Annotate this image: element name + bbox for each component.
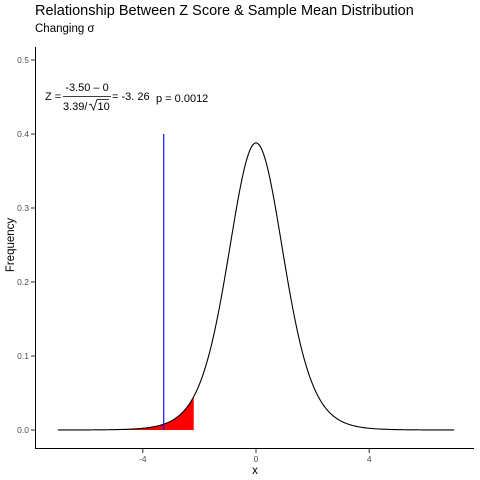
sqrt-sign [88, 99, 109, 112]
axis-ticks: -4 0 4 0.0 0.1 0.2 0.3 0.4 0.5 [17, 55, 372, 464]
x-tick-label: 0 [254, 454, 259, 464]
y-tick-label: 0.0 [17, 425, 29, 435]
formula-denominator: 3.39/ [63, 101, 88, 113]
x-tick-label: -4 [139, 454, 147, 464]
p-value-text: p = 0.0012 [156, 93, 208, 105]
y-tick-label: 0.1 [17, 351, 29, 361]
shaded-tail-area [57, 396, 194, 430]
x-axis-label: x [252, 465, 258, 477]
y-tick-label: 0.3 [17, 203, 29, 213]
z-formula-annotation: Z = -3.50 – 0 3.39/ 10 = -3. 26 p = 0.00… [45, 82, 208, 113]
y-tick-label: 0.4 [17, 129, 29, 139]
formula-denominator-root: 10 [98, 101, 110, 113]
y-axis-label: Frequency [5, 218, 17, 273]
y-tick-label: 0.2 [17, 277, 29, 287]
x-tick-label: 4 [367, 454, 372, 464]
chart-subtitle: Changing σ [35, 23, 95, 35]
formula-result: = -3. 26 [112, 91, 150, 103]
density-curve [57, 142, 455, 431]
formula-lhs: Z = [45, 91, 61, 103]
formula-numerator: -3.50 – 0 [65, 82, 108, 94]
y-tick-label: 0.5 [17, 55, 29, 65]
chart-title: Relationship Between Z Score & Sample Me… [35, 3, 414, 19]
